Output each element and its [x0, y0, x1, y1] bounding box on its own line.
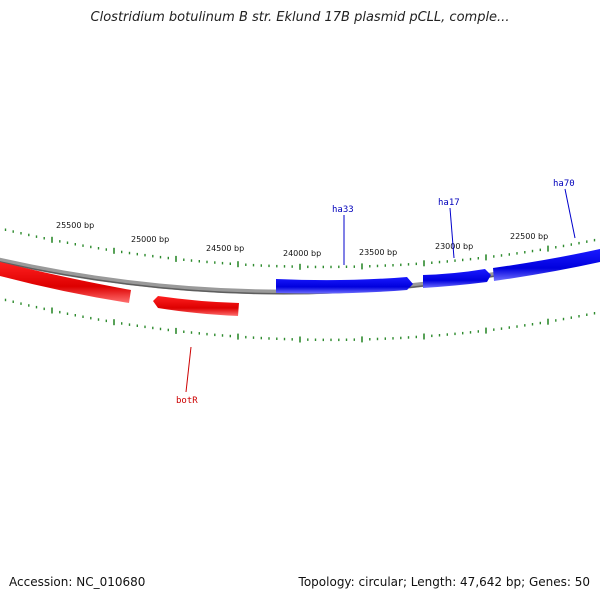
map-title: Clostridium botulinum B str. Eklund 17B … [90, 10, 510, 25]
gene-red-left-arrow[interactable] [0, 262, 131, 303]
gene-label-ha33[interactable]: ha33 [332, 205, 354, 215]
position-label-23500: 23500 bp [359, 248, 397, 257]
gene-label-ha70[interactable]: ha70 [553, 179, 575, 189]
accession-label: Accession: NC_010680 [9, 575, 146, 589]
forward-genes [276, 249, 600, 294]
inner-tick-ring [4, 298, 596, 343]
position-labels: 25500 bp 25000 bp 24500 bp 24000 bp 2350… [56, 221, 548, 258]
topology-summary: Topology: circular; Length: 47,642 bp; G… [298, 575, 590, 589]
gene-ha17-arrow[interactable] [423, 269, 491, 288]
outer-tick-ring [4, 228, 596, 270]
position-label-22500: 22500 bp [510, 232, 548, 241]
gene-labels: ha33 ha17 ha70 botR [176, 179, 575, 406]
gene-ha33-arrow[interactable] [276, 277, 413, 294]
gene-label-botR[interactable]: botR [176, 396, 198, 406]
gene-ha70-arrow[interactable] [493, 249, 600, 281]
gene-label-ha17[interactable]: ha17 [438, 198, 460, 208]
position-label-24000: 24000 bp [283, 249, 321, 258]
gene-botR-arrow[interactable] [153, 296, 239, 316]
gene-leaders [185, 188, 576, 393]
position-label-23000: 23000 bp [435, 242, 473, 251]
position-label-24500: 24500 bp [206, 244, 244, 253]
reverse-genes [0, 262, 239, 316]
position-label-25000: 25000 bp [131, 235, 169, 244]
position-label-25500: 25500 bp [56, 221, 94, 230]
